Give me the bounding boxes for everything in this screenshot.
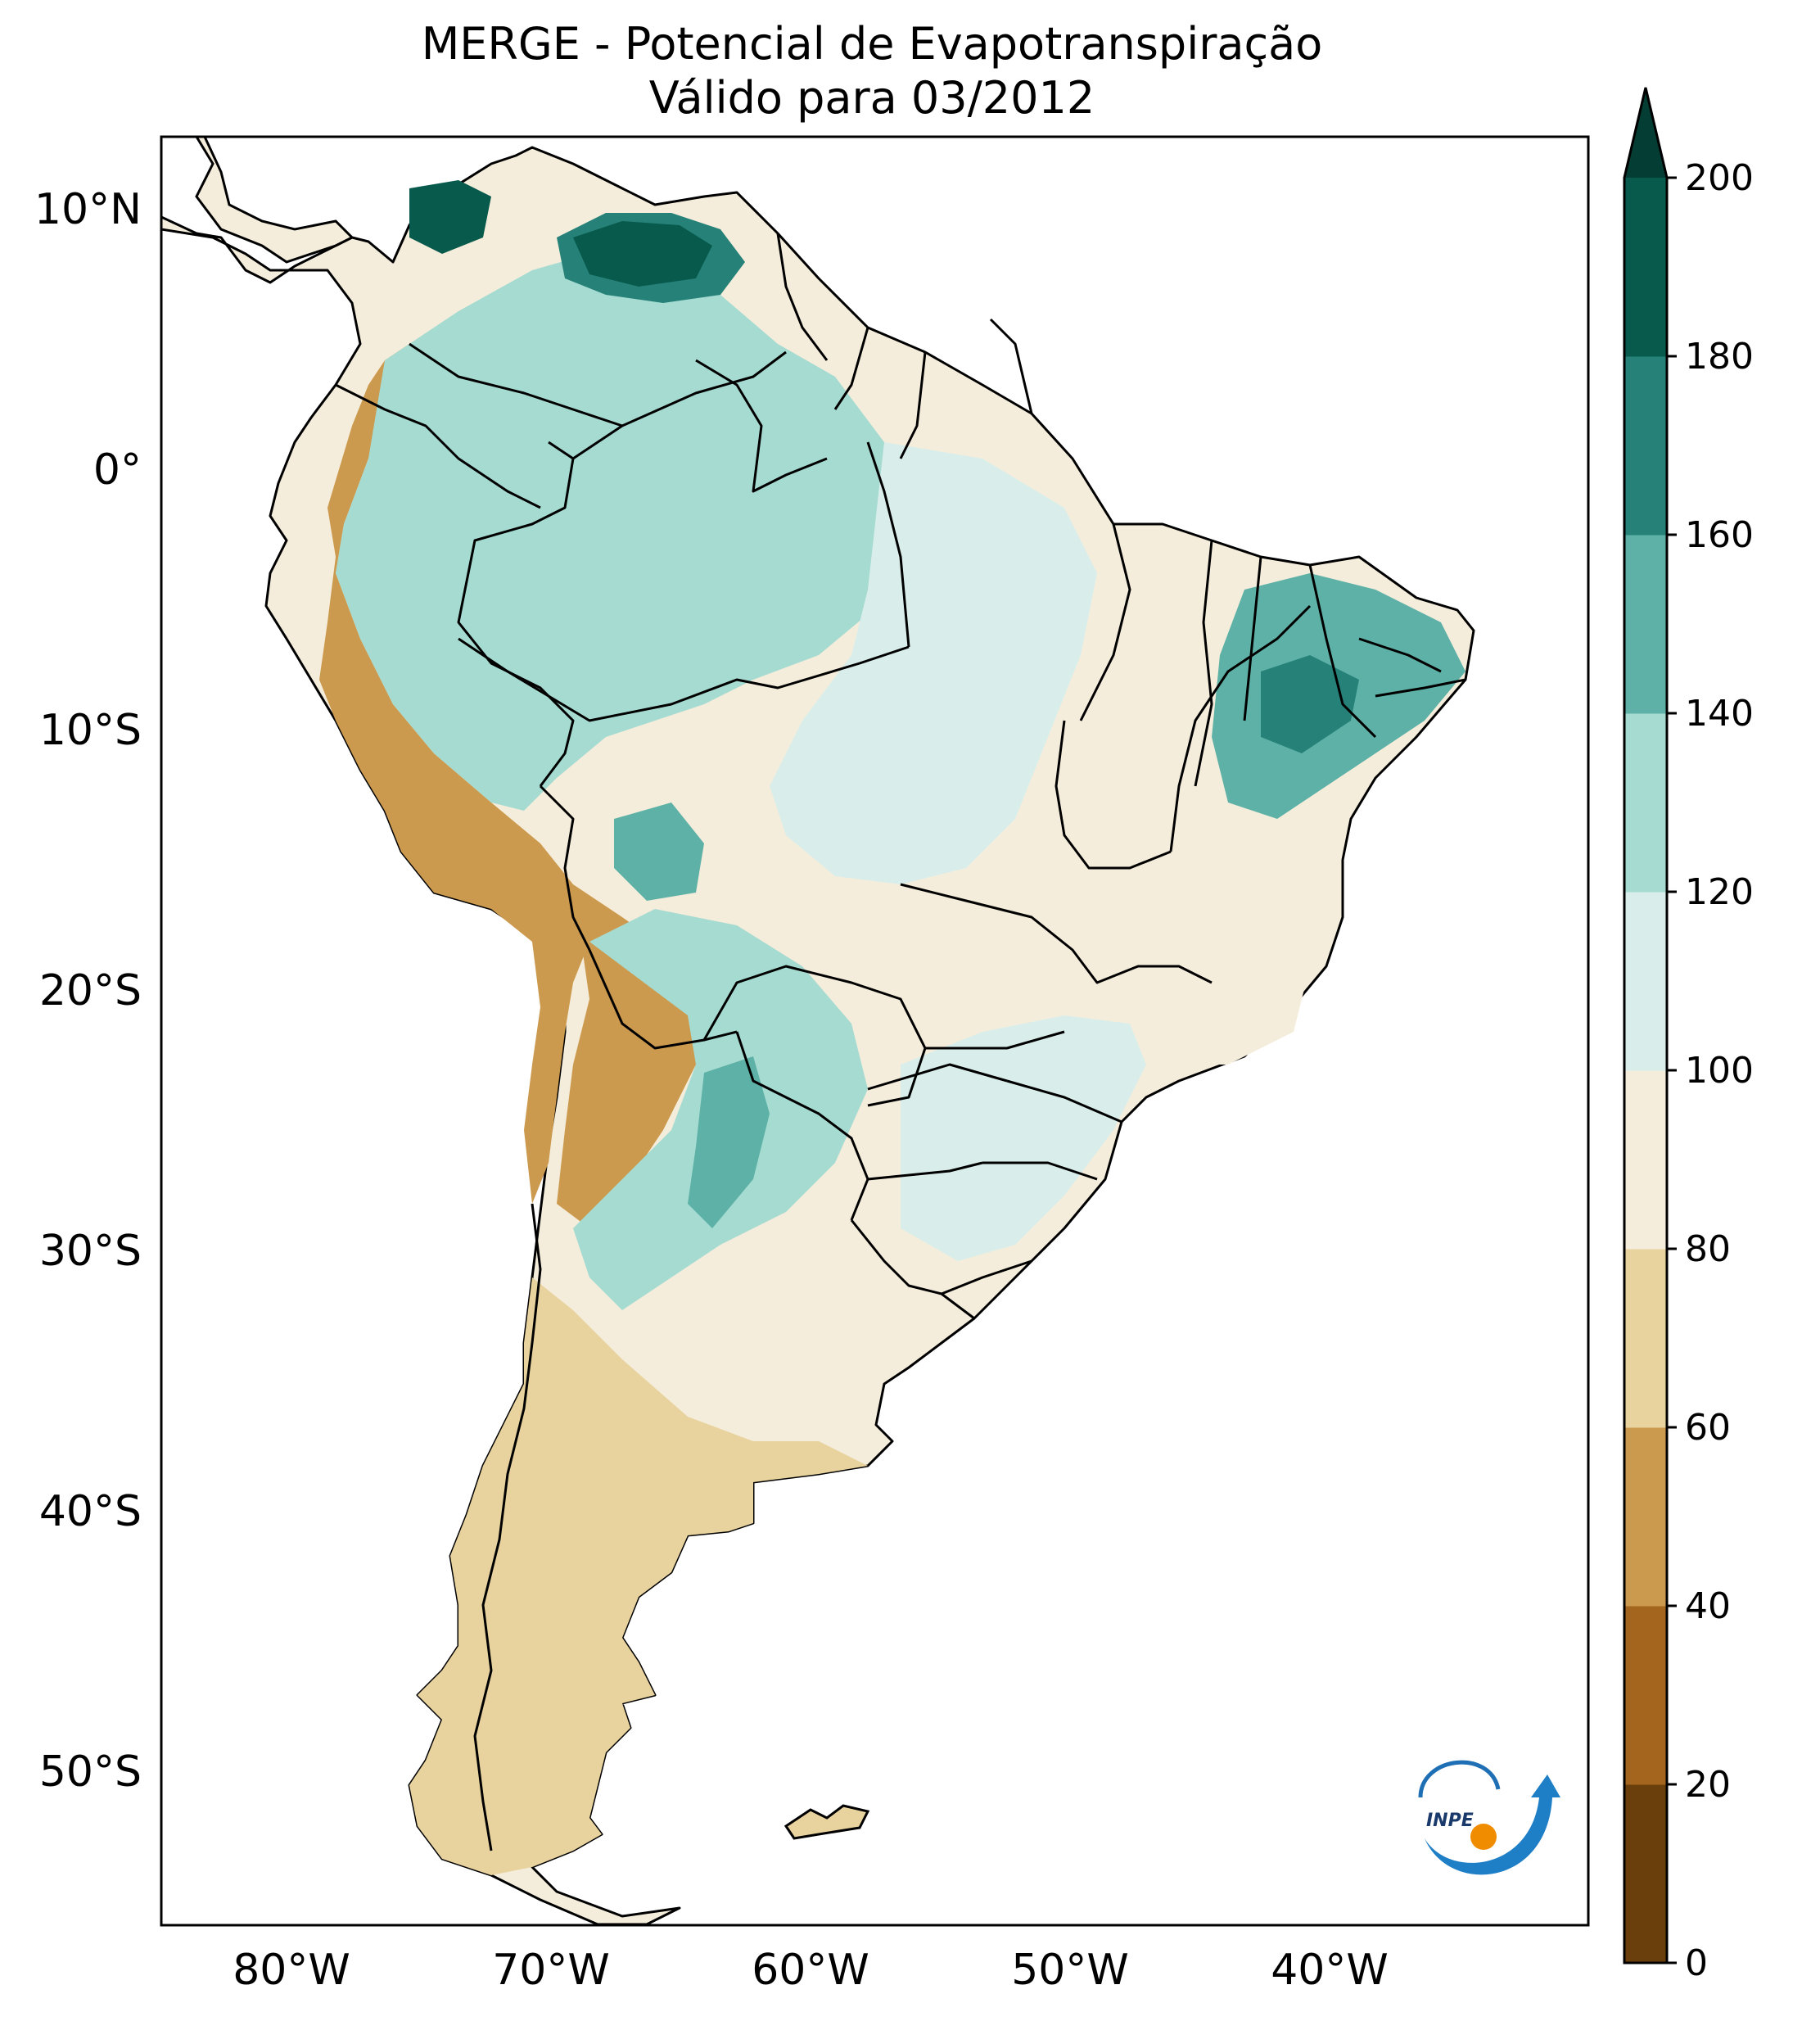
latitude-labels: 10°N 0° 10°S 20°S 30°S 40°S 50°S xyxy=(34,185,142,1797)
colorbar: 0 20 40 60 80 100 120 140 160 180 200 xyxy=(1623,87,1754,1984)
colorbar-segment xyxy=(1624,535,1667,714)
bolivia-lowland-zone xyxy=(614,803,704,901)
south-brazil-zone xyxy=(901,1015,1146,1261)
northeast-core-zone xyxy=(1261,655,1359,753)
central-brazil-zone xyxy=(770,442,1097,884)
logo-arc-icon xyxy=(1418,1760,1501,1798)
colorbar-segment xyxy=(1624,356,1667,536)
colorbar-tick-label: 40 xyxy=(1685,1585,1731,1627)
inpe-logo: INPE xyxy=(1418,1760,1560,1875)
lon-label: 40°W xyxy=(1271,1946,1389,1995)
lat-label: 20°S xyxy=(39,966,142,1015)
colorbar-segment xyxy=(1624,892,1667,1071)
map-frame xyxy=(160,135,1590,1927)
colorbar-tick-label: 200 xyxy=(1685,157,1754,199)
colorbar-tick-label: 160 xyxy=(1685,514,1754,556)
andes-dry-zone xyxy=(319,344,589,1204)
amazon-zone xyxy=(336,254,901,811)
southeast-brazil-zone xyxy=(1130,901,1310,1065)
colorbar-tick-label: 0 xyxy=(1685,1942,1708,1984)
evapotranspiration-fill xyxy=(319,180,1465,1875)
patagonia-zone xyxy=(409,1277,868,1875)
lat-label: 50°S xyxy=(39,1747,142,1797)
longitude-labels: 80°W 70°W 60°W 50°W 40°W xyxy=(233,1946,1389,1995)
lat-label: 10°N xyxy=(34,185,142,234)
lat-label: 30°S xyxy=(39,1227,142,1276)
lat-label: 0° xyxy=(93,445,142,495)
colorbar-tick-label: 140 xyxy=(1685,693,1754,735)
lon-label: 70°W xyxy=(492,1946,610,1995)
lat-label: 10°S xyxy=(39,706,142,755)
logo-swoosh-icon xyxy=(1425,1775,1560,1875)
colorbar-extend-arrow xyxy=(1624,88,1667,178)
colorbar-tick-label: 20 xyxy=(1685,1764,1731,1806)
colorbar-segment xyxy=(1624,178,1667,357)
colorbar-segment xyxy=(1624,1427,1667,1607)
chaco-core-zone xyxy=(688,1056,770,1228)
lon-label: 50°W xyxy=(1011,1946,1129,1995)
chart-title-line1: MERGE - Potencial de Evapotranspiração xyxy=(422,18,1323,70)
colorbar-tick-label: 180 xyxy=(1685,336,1754,378)
lon-label: 60°W xyxy=(752,1946,869,1995)
falkland-islands xyxy=(784,1804,870,1840)
political-borders xyxy=(335,233,1466,1851)
logo-sun-icon xyxy=(1470,1824,1497,1850)
logo-text: INPE xyxy=(1426,1811,1474,1831)
colorbar-segment xyxy=(1624,1606,1667,1785)
lon-label: 80°W xyxy=(233,1946,350,1995)
colorbar-tick-label: 80 xyxy=(1685,1228,1731,1270)
guajira-zone xyxy=(409,180,491,254)
colorbar-segment xyxy=(1624,1070,1667,1250)
llanos-core-zone xyxy=(573,221,712,287)
map-content xyxy=(161,137,1475,1925)
colorbar-segment xyxy=(1624,713,1667,893)
colorbar-segment xyxy=(1624,1249,1667,1428)
colorbar-tick-label: 120 xyxy=(1685,871,1754,913)
central-america-land xyxy=(195,137,355,264)
colorbar-tick-label: 100 xyxy=(1685,1050,1754,1092)
colorbar-segment xyxy=(1624,1784,1667,1964)
colorbar-tick-label: 60 xyxy=(1685,1407,1731,1449)
chart-title-line2: Válido para 03/2012 xyxy=(649,72,1095,124)
lat-label: 40°S xyxy=(39,1487,142,1536)
colorbar-outline xyxy=(1623,87,1669,1964)
